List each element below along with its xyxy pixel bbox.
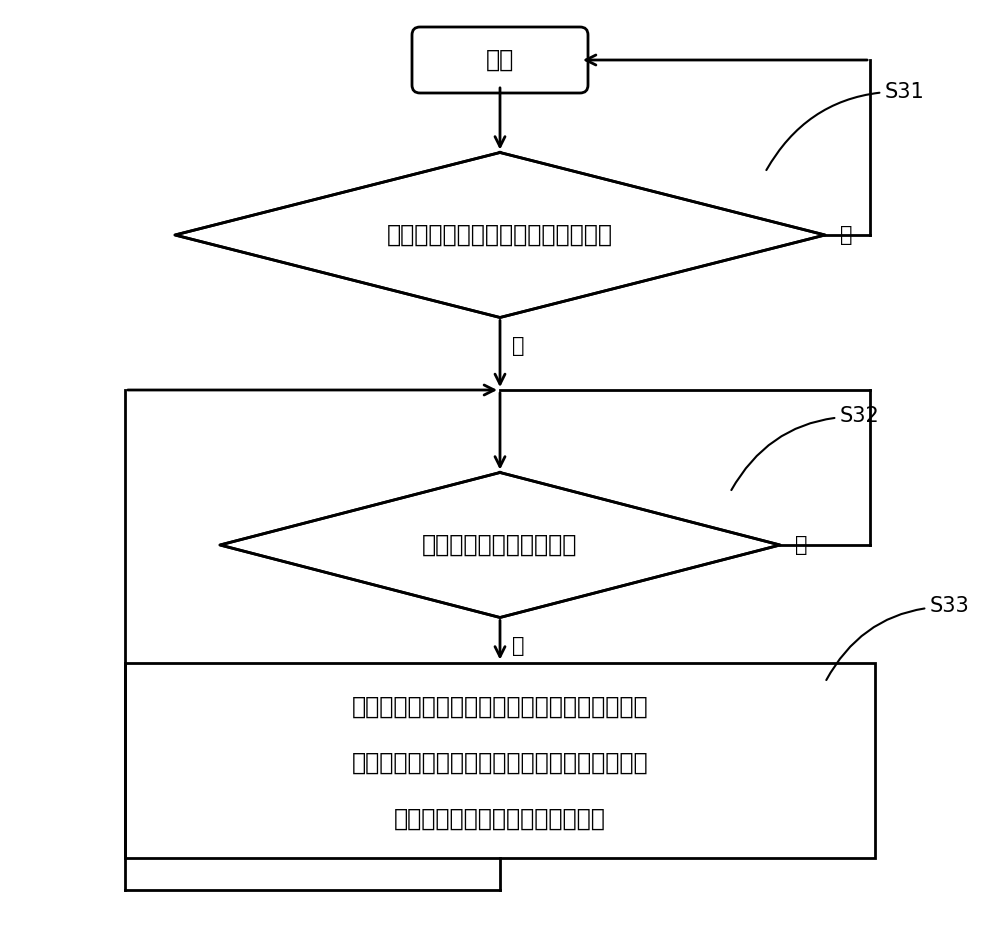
Bar (125, 663, 875, 858)
Text: 是: 是 (512, 636, 524, 656)
Polygon shape (175, 152, 825, 318)
Text: 判断是否接收到加热信号: 判断是否接收到加热信号 (422, 533, 578, 557)
Text: 否: 否 (795, 535, 808, 555)
FancyBboxPatch shape (412, 27, 588, 93)
Text: 判断所述制冷设备是否处于待机状态: 判断所述制冷设备是否处于待机状态 (387, 223, 613, 247)
Text: 是: 是 (512, 335, 524, 355)
Text: S33: S33 (826, 597, 970, 680)
Text: S31: S31 (766, 82, 925, 170)
Text: 中的两相绕组供电，并调整当前供电的两相绕组: 中的两相绕组供电，并调整当前供电的两相绕组 (352, 751, 648, 775)
Text: 开始: 开始 (486, 48, 514, 72)
Text: 中的电流，以使所述绕组单元发热: 中的电流，以使所述绕组单元发热 (394, 806, 606, 830)
Polygon shape (220, 472, 780, 618)
Text: 否: 否 (840, 225, 852, 245)
Text: S32: S32 (731, 407, 880, 490)
Text: 控制所述供电模块依次给所述压缩机的绕组单元: 控制所述供电模块依次给所述压缩机的绕组单元 (352, 695, 648, 719)
